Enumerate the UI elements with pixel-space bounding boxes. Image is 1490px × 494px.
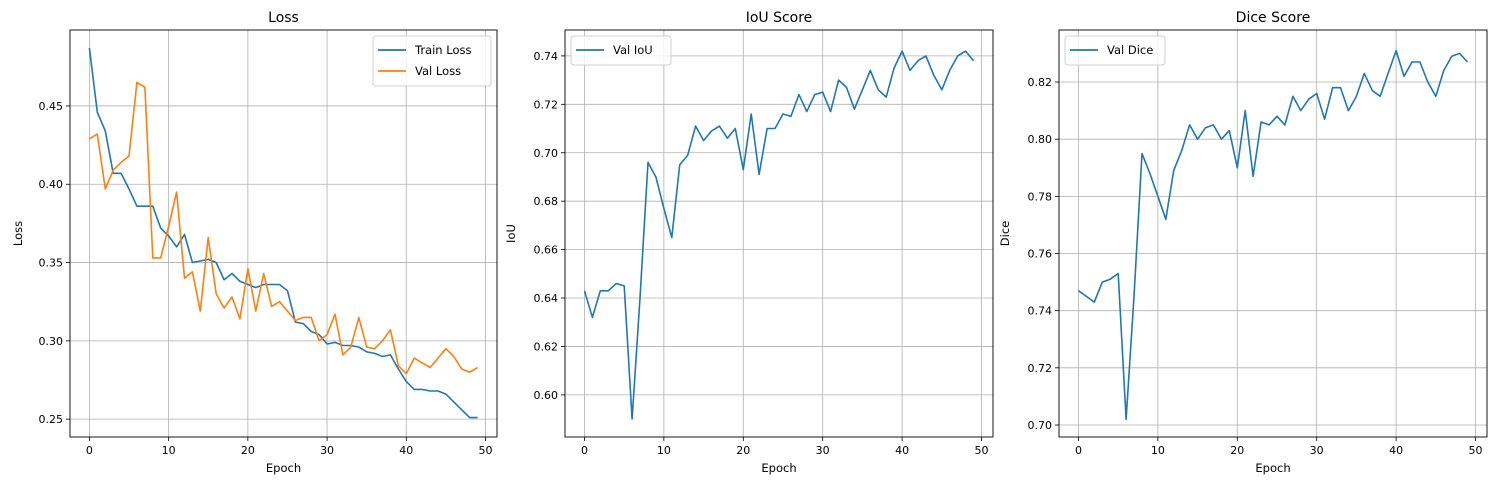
y-tick-label: 0.80 [1028,133,1053,146]
y-tick-label: 0.64 [534,292,559,305]
legend-box [372,35,492,87]
x-tick-label: 50 [974,444,988,457]
series-line-val-dice [1078,49,1469,421]
y-axis-label: IoU [504,224,518,243]
legend-label: Train Loss [414,43,471,57]
subplot-iou-score: 0 10 20 30 40 50 0.60 0.62 0.64 0.66 0.68 0.70 0.72 0… [504,10,994,475]
series-line-train-loss [88,47,478,419]
x-tick-label: 20 [241,444,255,457]
x-tick-label: 0 [1075,444,1082,457]
y-tick-label: 0.60 [534,389,559,402]
x-tick-label: 10 [162,444,176,457]
y-tick-label: 0.82 [1028,76,1053,89]
y-tick-label: 0.74 [1028,305,1053,318]
x-tick-label: 30 [320,444,334,457]
y-tick-label: 0.72 [534,98,559,111]
chart-title: Loss [268,10,299,26]
x-tick-label: 20 [736,444,750,457]
legend: Train Loss Val Loss [372,35,492,87]
y-tick-label: 0.72 [1028,362,1053,375]
subplot-dice-score: 0 10 20 30 40 50 0.70 0.72 0.74 0.76 0.78 0.80 0.82 D… [998,10,1488,475]
y-tick-label: 0.78 [1028,190,1053,203]
x-tick-label: 40 [895,444,909,457]
y-tick-label: 0.35 [39,257,64,270]
x-tick-label: 30 [1310,444,1324,457]
x-axis-label: Epoch [266,461,301,475]
y-tick-label: 0.70 [534,147,559,160]
legend-label: Val Dice [1107,43,1153,57]
legend-box [570,35,672,66]
x-axis-label: Epoch [761,461,796,475]
legend: Val IoU [570,35,672,66]
series-line-val-iou [583,50,975,420]
legend-box [1064,35,1166,66]
series-line-val-loss [88,81,479,375]
y-tick-label: 0.30 [39,335,64,348]
y-tick-label: 0.62 [534,340,559,353]
y-tick-label: 0.25 [39,413,64,426]
x-tick-label: 10 [1151,444,1165,457]
chart-title: Dice Score [1236,10,1311,26]
x-tick-label: 40 [1389,444,1403,457]
axes-frame [564,29,994,438]
x-tick-label: 40 [399,444,413,457]
y-tick-label: 0.40 [39,178,64,191]
axes-frame [69,29,498,438]
x-tick-label: 10 [657,444,671,457]
x-tick-label: 20 [1230,444,1244,457]
y-tick-label: 0.70 [1028,419,1053,432]
legend: Val Dice [1064,35,1166,66]
x-tick-label: 50 [479,444,493,457]
axes-frame [1058,29,1488,438]
legend-label: Val IoU [613,43,653,57]
legend-label: Val Loss [415,64,461,78]
chart-title: IoU Score [746,10,813,26]
y-tick-label: 0.76 [1028,248,1053,261]
x-tick-label: 50 [1468,444,1482,457]
x-tick-label: 0 [86,444,93,457]
y-axis-label: Loss [11,221,25,246]
y-tick-label: 0.66 [534,244,559,257]
y-tick-label: 0.45 [39,100,64,113]
x-tick-label: 0 [581,444,588,457]
x-axis-label: Epoch [1255,461,1290,475]
x-tick-label: 30 [816,444,830,457]
y-tick-label: 0.68 [534,195,559,208]
y-axis-label: Dice [998,221,1012,246]
subplot-loss: 0 10 20 30 40 50 0.25 0.30 0.35 0.40 0.45 Loss Epoch… [11,10,498,475]
y-tick-label: 0.74 [534,50,559,63]
